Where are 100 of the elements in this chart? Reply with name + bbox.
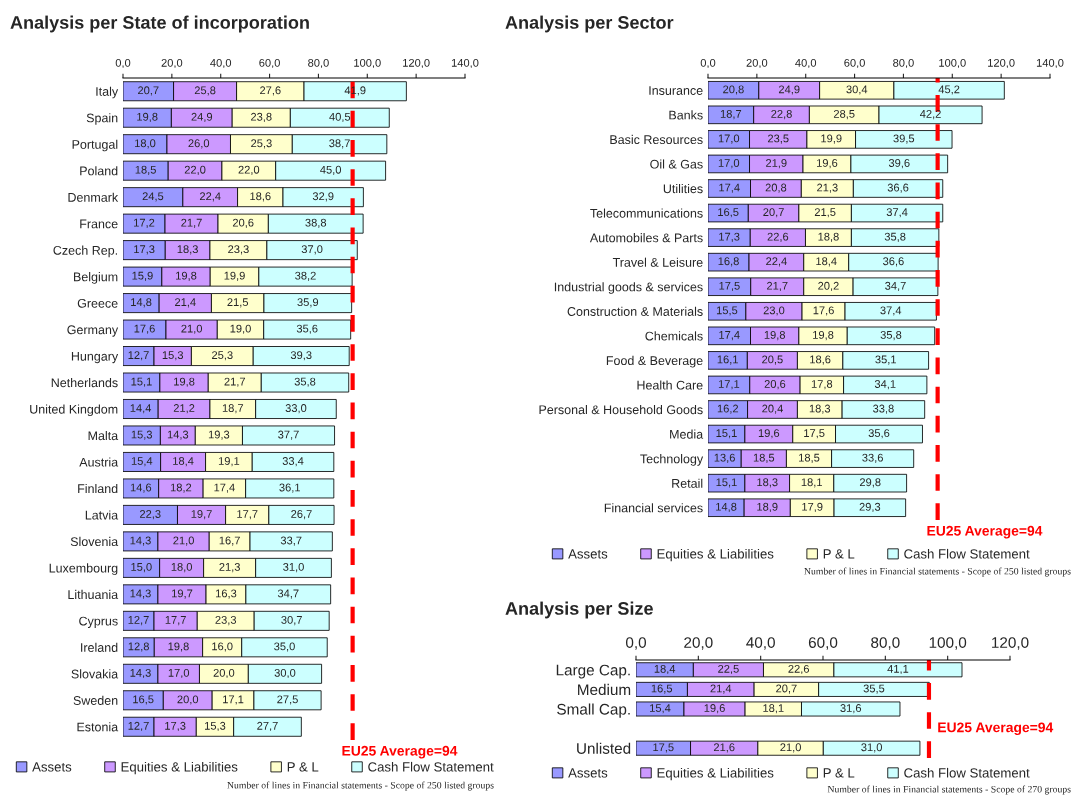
data-label: 35,8 (294, 377, 316, 387)
x-tick-label: 140,0 (1036, 58, 1064, 69)
data-label: 36,6 (883, 257, 904, 267)
data-label: 22,6 (767, 232, 789, 242)
data-label: 36,1 (279, 483, 300, 493)
data-label: 35,9 (297, 298, 319, 308)
text: Number of lines in Financial statements - Scope of 250 listed groups (227, 781, 494, 791)
data-label: 29,3 (859, 502, 881, 513)
data-label: 14,3 (130, 536, 151, 546)
data-label: 21,5 (227, 298, 249, 308)
data-label: 17,8 (811, 380, 833, 390)
data-label: 38,8 (305, 218, 327, 228)
y-tick-label: Travel & Leisure (612, 257, 703, 267)
data-label: 39,5 (893, 134, 915, 144)
data-label: 18,6 (250, 192, 271, 202)
data-label: 22,6 (788, 664, 810, 675)
data-label: 19,7 (172, 589, 193, 599)
data-label: 18,6 (810, 355, 831, 365)
x-tick-label: 120,0 (992, 637, 1029, 650)
data-label: 14,8 (131, 298, 152, 308)
data-label: 15,3 (131, 430, 153, 440)
data-label: 21,0 (780, 743, 801, 753)
data-label: 20,0 (177, 695, 199, 705)
data-label: 21,9 (766, 159, 787, 169)
y-tick-label: Austria (79, 457, 119, 467)
data-label: 18,5 (799, 453, 820, 463)
data-label: 23,5 (767, 134, 789, 144)
x-tick-label: 80,0 (893, 58, 914, 69)
x-tick-label: 120,0 (988, 58, 1015, 69)
x-tick-label: 140,0 (451, 58, 479, 69)
y-tick-label: Financial services (604, 503, 703, 513)
data-label: 31,0 (861, 743, 882, 753)
data-label: 14,6 (130, 483, 152, 493)
data-label: 33,7 (280, 536, 302, 546)
data-label: 15,1 (716, 429, 737, 439)
y-tick-label: Industrial goods & services (554, 282, 703, 294)
data-label: 17,5 (804, 429, 825, 439)
data-label: 21,7 (181, 218, 202, 228)
chart-title: Analysis per Size (505, 601, 653, 619)
legend-label: Assets (568, 768, 608, 778)
data-label: 18,0 (135, 139, 156, 149)
y-tick-label: Telecommunications (590, 208, 703, 218)
y-tick-label: Retail (672, 478, 703, 488)
data-label: 18,2 (170, 483, 192, 493)
data-label: 21,6 (713, 743, 735, 753)
data-label: 14,3 (130, 668, 151, 679)
data-label: 38,7 (329, 139, 350, 149)
legend-label: Equities & Liabilities (657, 767, 774, 781)
data-label: 19,6 (758, 429, 780, 439)
data-label: 27,7 (257, 721, 278, 732)
data-label: 45,0 (320, 165, 342, 175)
data-label: 17,5 (719, 281, 740, 292)
data-label: 16,2 (717, 404, 739, 414)
chart-title: Analysis per Sector (505, 15, 674, 33)
data-label: 14,4 (130, 404, 152, 414)
data-label: 17,0 (718, 159, 740, 169)
data-label: 22,8 (771, 109, 792, 120)
data-label: 24,9 (191, 112, 213, 123)
data-label: 21,0 (181, 324, 203, 334)
x-tick-label: 20,0 (161, 58, 183, 69)
data-label: 19,8 (168, 642, 189, 652)
data-label: 23,3 (228, 245, 249, 255)
data-label: 15,5 (716, 306, 738, 316)
text: Number of lines in Financial statements - Scope of 270 groups (827, 785, 1071, 795)
legend-label: Assets (32, 762, 72, 772)
data-label: 18,3 (757, 478, 778, 488)
data-label: 18,9 (757, 502, 778, 513)
data-label: 17,0 (168, 668, 190, 679)
data-label: 19,8 (764, 330, 786, 341)
x-tick-label: 20,0 (684, 637, 713, 650)
data-label: 20,6 (764, 380, 786, 390)
y-tick-label: Poland (80, 166, 118, 176)
data-label: 22,4 (199, 192, 221, 202)
y-tick-label: Insurance (649, 86, 703, 95)
data-label: 15,3 (162, 351, 184, 361)
data-label: 17,3 (165, 721, 186, 732)
data-label: 18,7 (222, 404, 244, 414)
data-label: 21,7 (767, 281, 788, 292)
data-label: 17,9 (802, 502, 823, 513)
y-tick-label: Italy (96, 86, 119, 99)
data-label: 40,5 (329, 112, 351, 123)
data-label: 18,5 (135, 165, 156, 175)
data-label: 20,8 (765, 183, 787, 193)
data-label: 17,6 (134, 324, 155, 334)
y-tick-label: France (80, 219, 118, 229)
data-label: 35,8 (880, 330, 902, 341)
y-tick-label: Estonia (77, 722, 119, 732)
data-label: 22,4 (766, 257, 787, 267)
data-label: 35,0 (274, 642, 295, 652)
data-label: 35,6 (296, 324, 318, 334)
data-label: 37,4 (880, 306, 902, 316)
data-label: 33,6 (862, 453, 883, 463)
data-label: 18,7 (720, 109, 742, 120)
data-label: 20,2 (818, 281, 839, 292)
x-tick-label: 60,0 (844, 58, 865, 69)
y-tick-label: Cyprus (79, 616, 118, 628)
y-tick-label: Finland (78, 483, 118, 494)
data-label: 18,3 (809, 404, 831, 414)
data-label: 33,4 (282, 457, 304, 467)
y-tick-label: Media (670, 429, 704, 439)
